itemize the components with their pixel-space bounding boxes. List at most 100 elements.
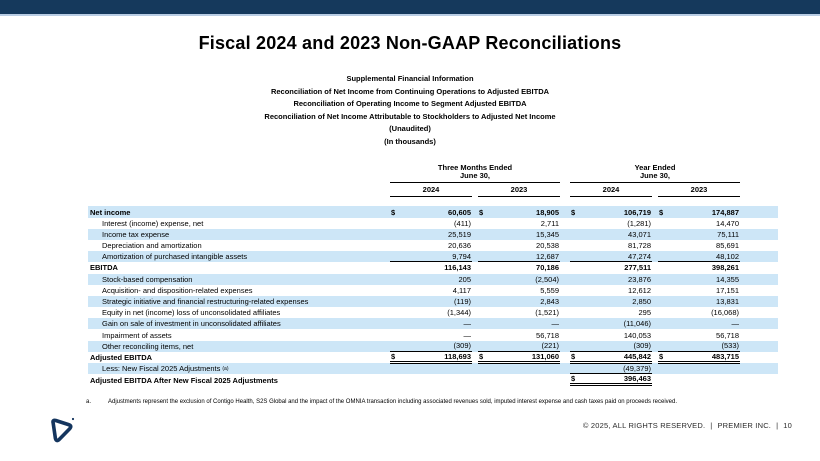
cell-value: 2,850	[632, 297, 651, 306]
footnote: a. Adjustments represent the exclusion o…	[86, 399, 786, 407]
cell-value: 5,559	[540, 285, 559, 295]
value-cell: 398,261	[658, 262, 740, 273]
row-label: Income tax expense	[102, 229, 170, 239]
dollar-sign: $	[391, 351, 396, 361]
value-cell: $106,719	[570, 206, 652, 217]
cell-value: 14,470	[716, 218, 739, 228]
dollar-sign: $	[571, 374, 576, 384]
column-gap	[560, 240, 570, 251]
footer-separator: |	[710, 421, 713, 430]
table-row: Stock-based compensation 205 (2,504) 23,876…	[88, 273, 778, 285]
row-label: Impairment of assets	[102, 330, 172, 340]
value-cell: 205	[390, 274, 472, 285]
column-gap	[560, 274, 570, 285]
value-cell: 43,071	[570, 229, 652, 240]
value-cell: 70,186	[478, 262, 560, 273]
value-cell	[390, 363, 472, 374]
table-row: Gain on sale of investment in unconsolid…	[88, 318, 778, 330]
table-header: Three Months Ended June 30, Year Ended J…	[88, 163, 778, 198]
cell-value: 295	[638, 308, 651, 318]
cell-value: 2,843	[540, 297, 559, 306]
value-cell: (119)	[390, 296, 472, 307]
value-cell: 12,687	[478, 251, 560, 263]
subtitle-line: Reconciliation of Operating Income to Se…	[293, 99, 527, 109]
year-header: 2023	[658, 184, 740, 198]
footer-separator: |	[776, 421, 779, 430]
col-group-line: Year Ended	[634, 163, 676, 172]
value-cell: (309)	[390, 341, 472, 352]
year-header: 2024	[390, 184, 472, 198]
cell-value: 2,711	[540, 218, 559, 228]
value-cell: $483,715	[658, 352, 740, 364]
col-group-three-months: Three Months Ended June 30,	[390, 163, 560, 184]
value-cell: $174,887	[658, 206, 740, 217]
value-cell: —	[390, 329, 472, 340]
table-row: EBITDA 116,143 70,186 277,511 398,261	[88, 262, 778, 273]
value-cell: 47,274	[570, 251, 652, 263]
value-cell: 5,559	[478, 285, 560, 296]
col-group-line: Three Months Ended	[437, 163, 513, 172]
cell-value: 23,876	[628, 274, 651, 284]
row-filler	[740, 363, 778, 374]
copyright-text: © 2025, ALL RIGHTS RESERVED.	[582, 421, 706, 430]
col-group-line: June 30,	[459, 171, 490, 181]
value-cell	[478, 363, 560, 374]
cell-value: 56,718	[536, 330, 559, 340]
row-filler	[740, 352, 778, 364]
column-gap	[560, 318, 570, 329]
header-filler	[740, 184, 778, 197]
column-group-row: Three Months Ended June 30, Year Ended J…	[88, 163, 778, 184]
footnote-marker: a.	[86, 399, 92, 405]
premier-logo-icon	[51, 417, 75, 443]
cell-value: 118,693	[444, 351, 471, 361]
value-cell: (16,068)	[658, 307, 740, 318]
subtitle-line: Reconciliation of Net Income Attributabl…	[264, 111, 556, 121]
value-cell: 12,612	[570, 285, 652, 296]
cell-value: (411)	[454, 218, 471, 228]
row-filler	[740, 285, 778, 296]
row-label: Strategic initiative and financial restr…	[102, 297, 309, 306]
dollar-sign: $	[391, 207, 396, 217]
row-filler	[740, 229, 778, 240]
row-label: EBITDA	[90, 263, 118, 273]
header-spacer	[88, 164, 390, 183]
value-cell: 15,345	[478, 229, 560, 240]
cell-value: 116,143	[444, 263, 471, 273]
table-row: Equity in net (income) loss of unconsoli…	[88, 307, 778, 318]
top-bar	[0, 0, 820, 16]
dollar-sign: $	[571, 351, 576, 361]
table-row: Depreciation and amortization 20,636 20,53…	[88, 240, 778, 251]
column-gap	[560, 374, 570, 386]
value-cell: (411)	[390, 218, 472, 229]
col-group-line: June 30,	[639, 171, 670, 181]
header-gap	[560, 184, 570, 197]
subtitle-line: Supplemental Financial Information	[346, 74, 474, 83]
row-label: Adjusted EBITDA After New Fiscal 2025 Ad…	[90, 375, 278, 385]
cell-value: 483,715	[711, 351, 739, 361]
dollar-sign: $	[659, 207, 664, 217]
row-filler	[740, 296, 778, 307]
cell-value: 12,687	[536, 251, 559, 261]
column-gap	[560, 262, 570, 273]
cell-value: 85,691	[716, 241, 739, 251]
table-row: Acquisition- and disposition-related exp…	[88, 285, 778, 296]
cell-value: 20,538	[536, 241, 559, 251]
subtitle-line: (In thousands)	[384, 136, 436, 146]
subtitle-line: Reconciliation of Net Income from Contin…	[270, 86, 550, 96]
cell-value: (49,379)	[623, 363, 651, 373]
value-cell: 20,538	[478, 240, 560, 251]
column-gap	[560, 229, 570, 240]
value-cell: 25,519	[390, 229, 472, 240]
row-filler	[740, 307, 778, 318]
cell-value: 14,355	[716, 274, 739, 284]
header-gap	[560, 164, 570, 183]
cell-value: 131,060	[531, 351, 559, 361]
value-cell: 85,691	[658, 240, 740, 251]
table-row: Adjusted EBITDA $118,693 $131,060 $445,842 $…	[88, 351, 778, 364]
cell-value: (533)	[721, 341, 739, 351]
footnote-text: Adjustments represent the exclusion of C…	[108, 399, 677, 405]
year-header: 2023	[478, 184, 560, 198]
value-cell: 9,794	[390, 251, 472, 263]
table-row: Strategic initiative and financial restr…	[88, 295, 778, 308]
